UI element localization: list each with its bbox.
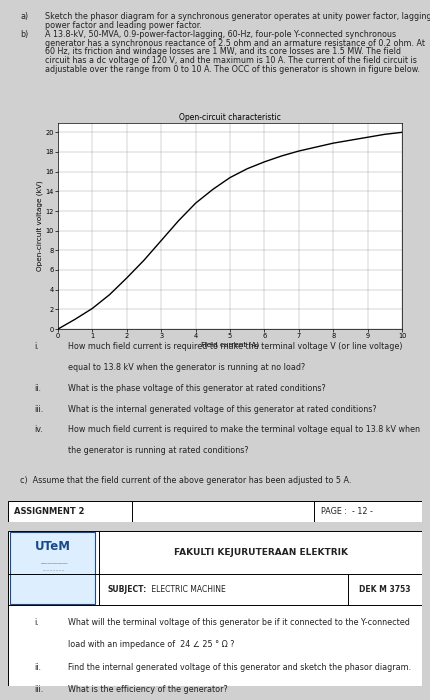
Text: How much field current is required to make the terminal voltage V (or line volta: How much field current is required to ma…: [68, 342, 402, 351]
Text: 60 Hz, its friction and windage losses are 1 MW, and its core losses are 1.5 MW.: 60 Hz, its friction and windage losses a…: [45, 48, 401, 57]
Text: iv.: iv.: [35, 426, 43, 435]
Text: PAGE :  - 12 -: PAGE : - 12 -: [321, 508, 372, 516]
Text: i.: i.: [35, 342, 40, 351]
X-axis label: Field current (A): Field current (A): [201, 342, 259, 349]
Text: b): b): [20, 30, 28, 39]
Text: ELECTRIC MACHINE: ELECTRIC MACHINE: [149, 585, 225, 594]
Text: ...............: ...............: [42, 567, 64, 572]
Text: load with an impedance of  24 ∠ 25 ° Ω ?: load with an impedance of 24 ∠ 25 ° Ω ?: [68, 640, 234, 649]
Text: circuit has a dc voltage of 120 V, and the maximum is 10 A. The current of the f: circuit has a dc voltage of 120 V, and t…: [45, 56, 417, 65]
Bar: [10, 532, 95, 603]
Text: FAKULTI KEJURUTERAAN ELEKTRIK: FAKULTI KEJURUTERAAN ELEKTRIK: [174, 548, 347, 557]
Text: How much field current is required to make the terminal voltage equal to 13.8 kV: How much field current is required to ma…: [68, 426, 420, 435]
Text: ___________: ___________: [40, 559, 67, 564]
Y-axis label: Open-circuit voltage (kV): Open-circuit voltage (kV): [36, 181, 43, 271]
Text: c)  Assume that the field current of the above generator has been adjusted to 5 : c) Assume that the field current of the …: [20, 477, 352, 485]
Text: a): a): [20, 13, 28, 21]
Text: ii.: ii.: [35, 384, 42, 393]
Text: What is the internal generated voltage of this generator at rated conditions?: What is the internal generated voltage o…: [68, 405, 377, 414]
Text: the generator is running at rated conditions?: the generator is running at rated condit…: [68, 447, 249, 456]
Text: ASSIGNMENT 2: ASSIGNMENT 2: [14, 508, 84, 516]
Text: SUBJECT:: SUBJECT:: [107, 585, 147, 594]
Text: equal to 13.8 kV when the generator is running at no load?: equal to 13.8 kV when the generator is r…: [68, 363, 305, 372]
Text: Find the internal generated voltage of this generator and sketch the phasor diag: Find the internal generated voltage of t…: [68, 663, 411, 672]
Text: iii.: iii.: [35, 685, 44, 694]
Text: DEK M 3753: DEK M 3753: [359, 585, 411, 594]
Text: What is the efficiency of the generator?: What is the efficiency of the generator?: [68, 685, 227, 694]
Text: Sketch the phasor diagram for a synchronous generator operates at unity power fa: Sketch the phasor diagram for a synchron…: [45, 13, 430, 21]
Text: i.: i.: [35, 617, 40, 626]
Text: UTeM: UTeM: [35, 540, 71, 552]
Text: A 13.8-kV, 50-MVA, 0.9-power-factor-lagging, 60-Hz, four-pole Y-connected synchr: A 13.8-kV, 50-MVA, 0.9-power-factor-lagg…: [45, 30, 396, 39]
Text: ii.: ii.: [35, 663, 42, 672]
Text: iii.: iii.: [35, 405, 44, 414]
Text: What will the terminal voltage of this generator be if it connected to the Y-con: What will the terminal voltage of this g…: [68, 617, 410, 626]
Text: power factor and leading power factor.: power factor and leading power factor.: [45, 21, 202, 30]
Text: What is the phase voltage of this generator at rated conditions?: What is the phase voltage of this genera…: [68, 384, 326, 393]
Text: adjustable over the range from 0 to 10 A. The OCC of this generator is shown in : adjustable over the range from 0 to 10 A…: [45, 64, 420, 74]
Title: Open-circuit characteristic: Open-circuit characteristic: [179, 113, 281, 122]
Text: generator has a synchronous reactance of 2.5 ohm and an armature resistance of 0: generator has a synchronous reactance of…: [45, 38, 425, 48]
